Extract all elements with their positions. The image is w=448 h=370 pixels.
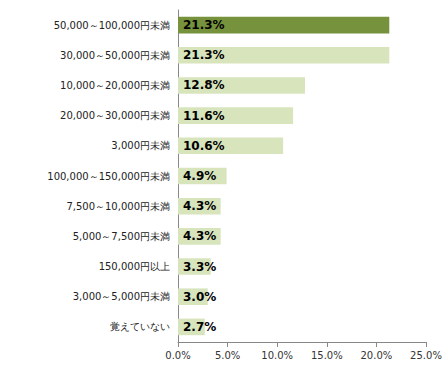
svg-text:12.8%: 12.8%	[183, 78, 225, 92]
svg-text:0.0%: 0.0%	[165, 350, 190, 361]
svg-text:3,000～5,000円未満: 3,000～5,000円未満	[73, 291, 170, 302]
svg-text:覚えていない: 覚えていない	[110, 321, 170, 332]
svg-text:150,000円以上: 150,000円以上	[99, 261, 170, 272]
svg-text:30,000～50,000円未満: 30,000～50,000円未満	[60, 50, 170, 61]
svg-text:100,000～150,000円未満: 100,000～150,000円未満	[47, 171, 170, 182]
svg-text:15.0%: 15.0%	[311, 350, 343, 361]
svg-text:20,000～30,000円未満: 20,000～30,000円未満	[60, 110, 170, 121]
svg-text:3,000円未満: 3,000円未満	[111, 140, 170, 151]
svg-text:20.0%: 20.0%	[361, 350, 393, 361]
svg-text:10.6%: 10.6%	[183, 139, 225, 153]
svg-text:5,000～7,500円未満: 5,000～7,500円未満	[73, 231, 170, 242]
svg-text:21.3%: 21.3%	[183, 48, 225, 62]
svg-text:21.3%: 21.3%	[183, 18, 225, 32]
svg-text:10,000～20,000円未満: 10,000～20,000円未満	[60, 80, 170, 91]
svg-text:3.3%: 3.3%	[183, 260, 216, 274]
svg-text:11.6%: 11.6%	[183, 109, 225, 123]
svg-text:4.3%: 4.3%	[183, 229, 216, 243]
svg-text:7,500～10,000円未満: 7,500～10,000円未満	[66, 201, 170, 212]
svg-text:10.0%: 10.0%	[261, 350, 293, 361]
svg-text:4.9%: 4.9%	[183, 169, 216, 183]
svg-text:5.0%: 5.0%	[215, 350, 240, 361]
svg-text:25.0%: 25.0%	[410, 350, 442, 361]
svg-text:3.0%: 3.0%	[183, 290, 216, 304]
svg-text:4.3%: 4.3%	[183, 199, 216, 213]
svg-text:2.7%: 2.7%	[183, 320, 216, 334]
svg-text:50,000～100,000円未満: 50,000～100,000円未満	[54, 20, 170, 31]
